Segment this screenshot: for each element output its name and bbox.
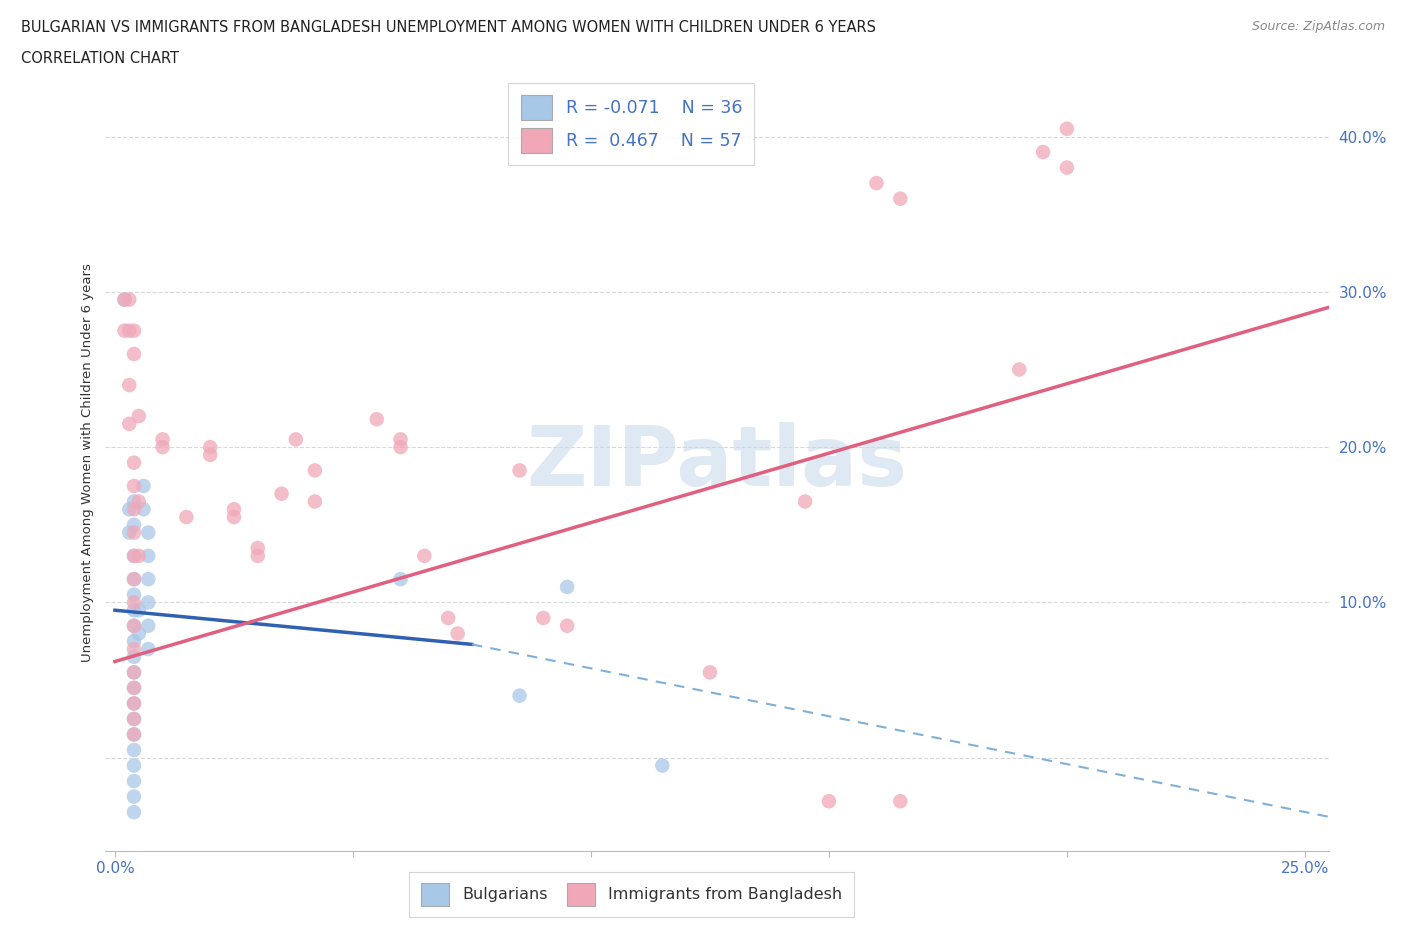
Point xyxy=(122,456,145,471)
Point xyxy=(122,665,145,680)
Point xyxy=(651,758,673,773)
Point xyxy=(128,408,150,423)
Point xyxy=(1008,362,1031,377)
Point xyxy=(389,440,412,455)
Point xyxy=(136,572,159,587)
Point xyxy=(122,494,145,509)
Point xyxy=(222,502,245,517)
Point xyxy=(304,494,326,509)
Point xyxy=(794,494,817,509)
Point xyxy=(136,618,159,633)
Point xyxy=(136,549,159,564)
Point xyxy=(128,494,150,509)
Point xyxy=(304,463,326,478)
Point xyxy=(118,417,141,432)
Text: ZIPatlas: ZIPatlas xyxy=(527,422,907,503)
Point xyxy=(122,774,145,789)
Point xyxy=(176,510,198,525)
Point xyxy=(122,758,145,773)
Point xyxy=(114,292,136,307)
Point xyxy=(1056,160,1078,175)
Point xyxy=(122,665,145,680)
Y-axis label: Unemployment Among Women with Children Under 6 years: Unemployment Among Women with Children U… xyxy=(82,263,94,662)
Point xyxy=(366,412,388,427)
Point xyxy=(865,176,887,191)
Point xyxy=(122,727,145,742)
Point xyxy=(122,618,145,633)
Point xyxy=(122,603,145,618)
Point xyxy=(128,549,150,564)
Point xyxy=(136,595,159,610)
Point xyxy=(509,463,531,478)
Point xyxy=(389,432,412,446)
Point xyxy=(122,549,145,564)
Point xyxy=(699,665,721,680)
Point xyxy=(122,711,145,726)
Point xyxy=(531,611,554,626)
Point xyxy=(122,587,145,602)
Legend: Bulgarians, Immigrants from Bangladesh: Bulgarians, Immigrants from Bangladesh xyxy=(409,871,853,917)
Point xyxy=(509,688,531,703)
Point xyxy=(889,192,911,206)
Point xyxy=(122,681,145,696)
Point xyxy=(114,324,136,339)
Point xyxy=(122,634,145,649)
Point xyxy=(246,540,269,555)
Point xyxy=(122,324,145,339)
Point xyxy=(122,649,145,664)
Point xyxy=(118,525,141,540)
Point xyxy=(122,347,145,362)
Point xyxy=(122,727,145,742)
Point xyxy=(122,595,145,610)
Point xyxy=(122,804,145,819)
Point xyxy=(132,479,155,494)
Point xyxy=(198,447,221,462)
Point xyxy=(122,790,145,804)
Text: CORRELATION CHART: CORRELATION CHART xyxy=(21,51,179,66)
Point xyxy=(437,611,460,626)
Point xyxy=(132,502,155,517)
Point xyxy=(555,579,578,594)
Point xyxy=(122,696,145,711)
Point xyxy=(246,549,269,564)
Point xyxy=(152,432,174,446)
Point xyxy=(122,549,145,564)
Point xyxy=(152,440,174,455)
Point xyxy=(122,618,145,633)
Point xyxy=(389,572,412,587)
Point xyxy=(118,502,141,517)
Point xyxy=(198,440,221,455)
Point xyxy=(122,681,145,696)
Point xyxy=(222,510,245,525)
Point xyxy=(122,711,145,726)
Point xyxy=(122,479,145,494)
Point xyxy=(413,549,436,564)
Point xyxy=(128,603,150,618)
Point xyxy=(270,486,292,501)
Point xyxy=(128,626,150,641)
Point xyxy=(122,502,145,517)
Point xyxy=(122,525,145,540)
Point xyxy=(122,572,145,587)
Point xyxy=(818,794,841,809)
Point xyxy=(1032,145,1054,160)
Point xyxy=(122,742,145,757)
Point xyxy=(122,642,145,657)
Point xyxy=(1056,121,1078,136)
Point xyxy=(136,525,159,540)
Text: Source: ZipAtlas.com: Source: ZipAtlas.com xyxy=(1251,20,1385,33)
Point xyxy=(889,794,911,809)
Point xyxy=(114,292,136,307)
Point xyxy=(122,696,145,711)
Point xyxy=(118,292,141,307)
Point xyxy=(447,626,470,641)
Text: BULGARIAN VS IMMIGRANTS FROM BANGLADESH UNEMPLOYMENT AMONG WOMEN WITH CHILDREN U: BULGARIAN VS IMMIGRANTS FROM BANGLADESH … xyxy=(21,20,876,35)
Point xyxy=(284,432,307,446)
Point xyxy=(118,378,141,392)
Point xyxy=(555,618,578,633)
Point xyxy=(122,517,145,532)
Point xyxy=(136,642,159,657)
Point xyxy=(118,324,141,339)
Point xyxy=(122,572,145,587)
